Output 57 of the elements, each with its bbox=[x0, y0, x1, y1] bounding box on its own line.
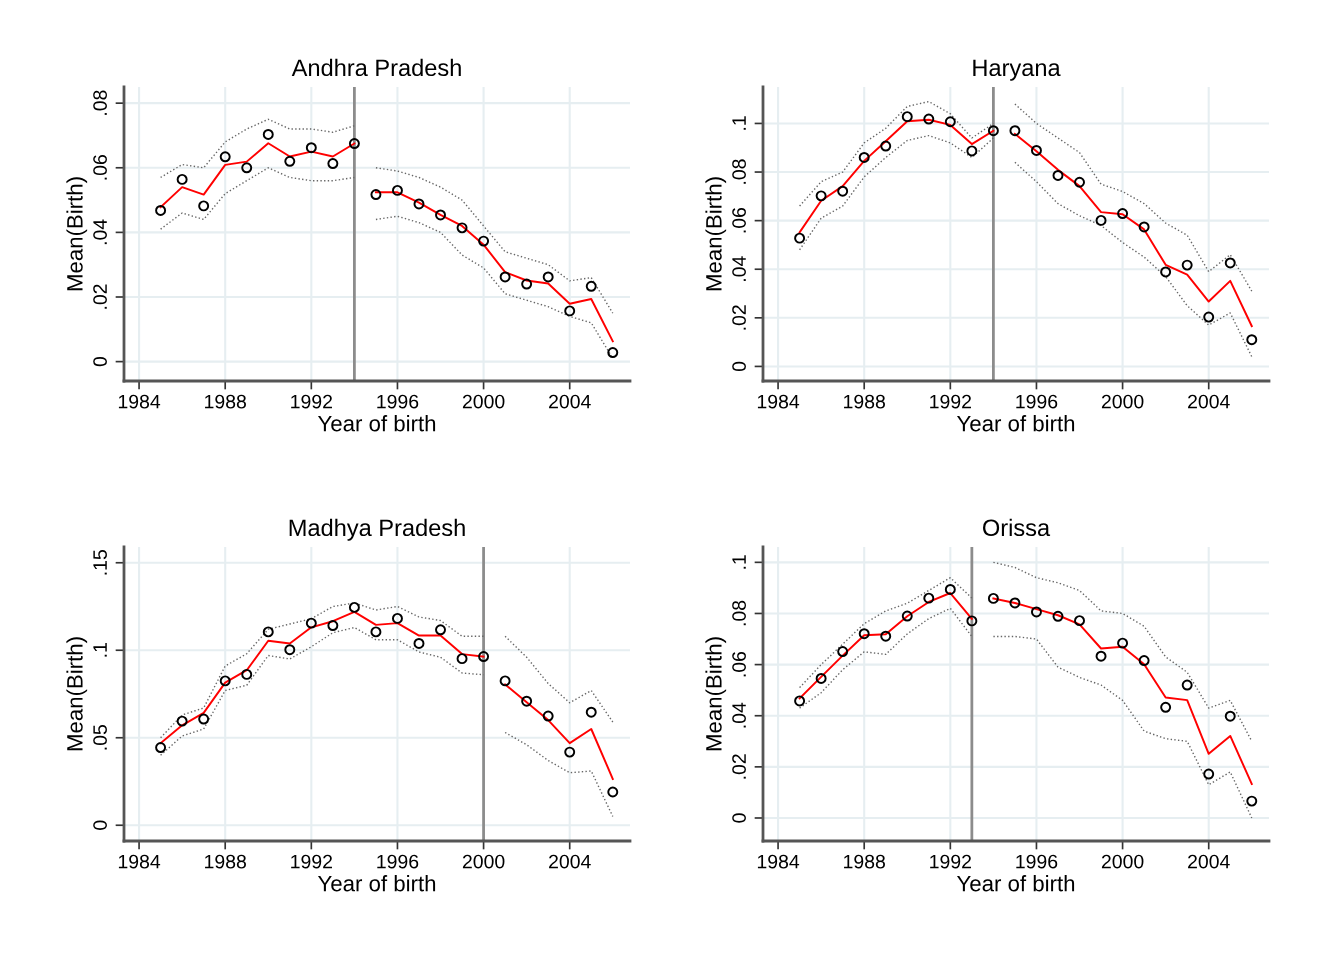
y-tick-label: .1 bbox=[93, 643, 107, 657]
x-axis-title: Year of birth bbox=[317, 415, 436, 432]
x-axis-title: Year of birth bbox=[317, 875, 436, 892]
y-tick-label: .1 bbox=[732, 116, 746, 130]
x-tick-label: 2000 bbox=[1101, 854, 1144, 869]
y-tick-label: 0 bbox=[93, 356, 107, 367]
x-axis-title: Year of birth bbox=[956, 875, 1075, 892]
x-tick-label: 2000 bbox=[462, 394, 505, 409]
y-tick-label: .06 bbox=[732, 207, 746, 233]
x-tick-label: 2000 bbox=[462, 854, 505, 869]
y-tick-label: .02 bbox=[93, 284, 107, 309]
y-tick-label: .08 bbox=[732, 159, 746, 184]
y-tick-label: .02 bbox=[732, 305, 746, 330]
y-axis-title: Mean(Birth) bbox=[705, 177, 727, 291]
x-axis-title: Year of birth bbox=[956, 415, 1075, 432]
x-tick-label: 1996 bbox=[1016, 854, 1058, 869]
y-tick-label: .06 bbox=[93, 155, 107, 180]
x-tick-label: 1984 bbox=[118, 854, 161, 869]
x-tick-label: 2004 bbox=[549, 854, 591, 869]
x-tick-label: 1988 bbox=[844, 394, 885, 409]
y-tick-label: .04 bbox=[732, 702, 746, 728]
x-tick-label: 1996 bbox=[377, 394, 419, 409]
y-axis-title: Mean(Birth) bbox=[66, 637, 88, 751]
x-tick-label: 2000 bbox=[1101, 394, 1144, 409]
x-tick-label: 2004 bbox=[1188, 854, 1230, 869]
x-tick-label: 1984 bbox=[757, 394, 800, 409]
y-tick-label: .02 bbox=[732, 754, 746, 779]
y-tick-label: 0 bbox=[732, 813, 746, 823]
chart-title: Madhya Pradesh bbox=[289, 518, 465, 541]
y-tick-label: .15 bbox=[93, 550, 107, 575]
y-tick-label: 0 bbox=[732, 361, 746, 372]
x-tick-label: 1984 bbox=[757, 854, 800, 869]
y-tick-label: .08 bbox=[732, 600, 746, 626]
x-tick-label: 1992 bbox=[291, 854, 332, 869]
x-tick-label: 1992 bbox=[291, 394, 332, 409]
y-tick-label: .08 bbox=[93, 90, 107, 115]
x-tick-label: 1984 bbox=[118, 394, 161, 409]
x-tick-label: 1996 bbox=[377, 854, 419, 869]
x-tick-label: 1988 bbox=[205, 854, 246, 869]
y-tick-label: 0 bbox=[93, 820, 107, 830]
y-tick-label: .04 bbox=[732, 256, 746, 281]
x-tick-label: 2004 bbox=[549, 394, 591, 409]
y-axis-title: Mean(Birth) bbox=[705, 637, 727, 751]
x-tick-label: 1992 bbox=[930, 854, 971, 869]
x-tick-label: 1996 bbox=[1016, 394, 1058, 409]
y-axis-title: Mean(Birth) bbox=[66, 177, 88, 291]
y-tick-label: .05 bbox=[93, 725, 107, 750]
chart-title: Haryana bbox=[973, 59, 1061, 81]
x-tick-label: 1992 bbox=[930, 394, 971, 409]
y-tick-label: .1 bbox=[732, 555, 746, 569]
y-tick-label: .04 bbox=[93, 219, 107, 245]
x-tick-label: 1988 bbox=[844, 854, 885, 869]
x-tick-label: 1988 bbox=[205, 394, 246, 409]
chart-title: Orissa bbox=[983, 518, 1051, 537]
x-tick-label: 2004 bbox=[1188, 394, 1230, 409]
y-tick-label: .06 bbox=[732, 651, 746, 677]
chart-title: Andhra Pradesh bbox=[291, 58, 461, 77]
